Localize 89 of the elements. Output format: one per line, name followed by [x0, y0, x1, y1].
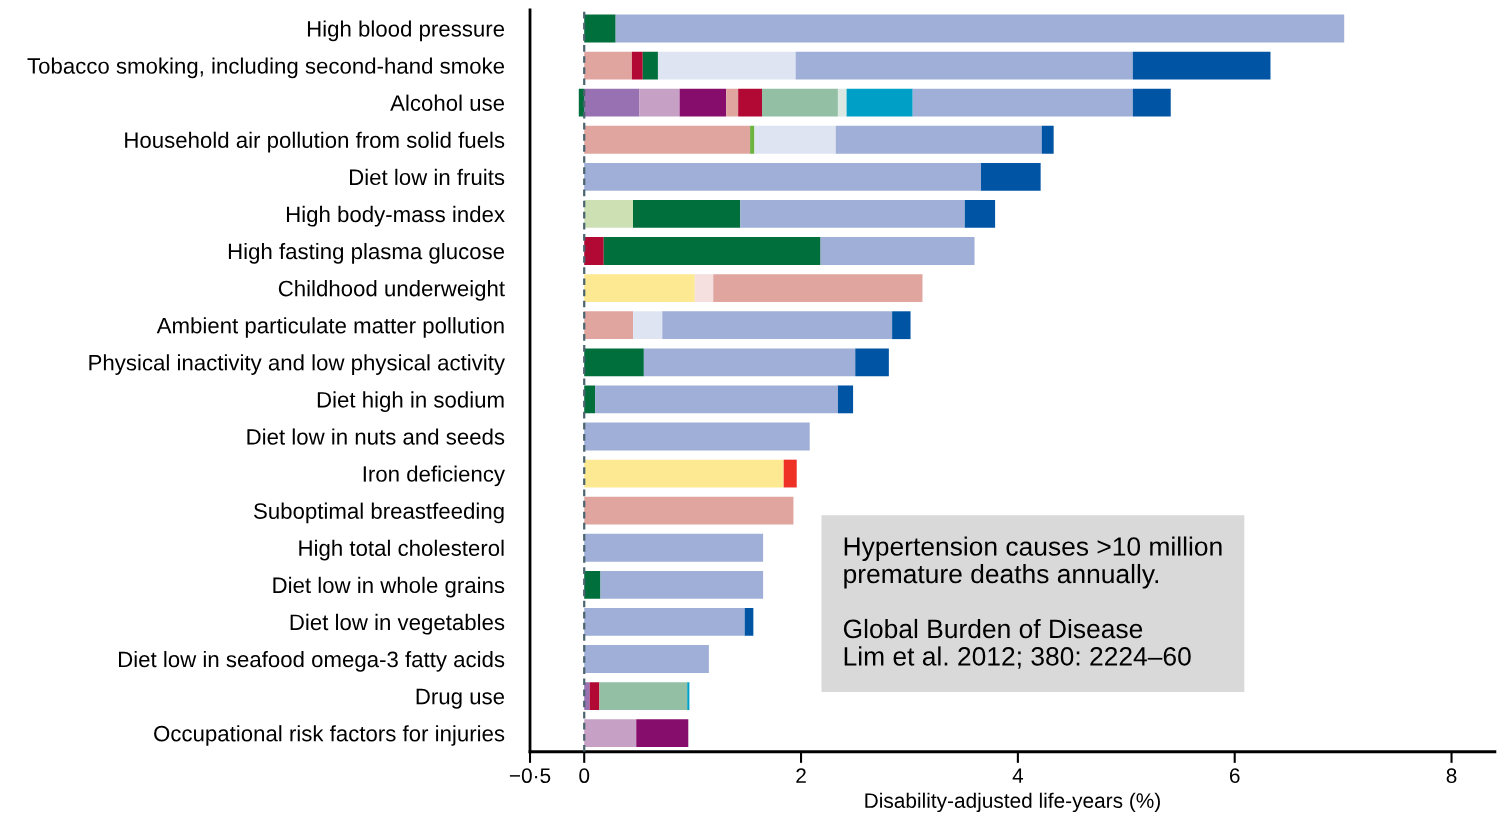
y-tick-label: Iron deficiency	[363, 465, 505, 487]
bar	[687, 682, 690, 711]
bar	[892, 311, 911, 340]
bar	[694, 274, 714, 303]
bar	[599, 682, 688, 711]
y-tick-label: High blood pressure	[307, 20, 505, 42]
y-tick-label: Diet low in nuts and seeds	[247, 428, 505, 445]
y-tick-label: High body-mass index	[286, 205, 505, 227]
bar	[584, 682, 590, 711]
y-tick-label: Tobacco smoking, including second-hand smoke	[27, 57, 505, 79]
bar	[584, 645, 709, 673]
bar	[584, 14, 616, 43]
x-tick-label: 4	[1012, 768, 1024, 783]
bar	[837, 88, 847, 117]
bar	[740, 200, 965, 228]
bar	[835, 125, 1042, 154]
bar	[584, 348, 644, 377]
bar	[639, 88, 680, 117]
bar	[820, 237, 975, 265]
bar	[615, 14, 1345, 43]
bar	[795, 51, 1133, 80]
y-tick-label: High total cholesterol	[299, 539, 504, 561]
bar	[584, 200, 633, 228]
bar	[584, 719, 637, 748]
bar	[584, 570, 601, 599]
x-tick-label: 2	[796, 768, 806, 783]
bar	[584, 459, 784, 488]
y-tick-label: Diet low in vegetables	[290, 613, 505, 635]
bar	[726, 88, 739, 117]
bar	[584, 88, 640, 117]
bar	[837, 385, 854, 414]
bar	[643, 348, 856, 377]
bar	[584, 162, 982, 191]
y-tick-label: Diet low in seafood omega-3 fatty acids	[119, 650, 505, 672]
y-tick-label: Ambient particulate matter pollution	[156, 317, 504, 338]
y-tick-label: Drug use	[416, 688, 505, 709]
y-tick-label: Occupational risk factors for injuries	[154, 725, 505, 746]
bar	[584, 608, 745, 636]
bar	[855, 348, 889, 377]
x-tick-label: −0·5	[509, 768, 551, 784]
bar	[1132, 88, 1171, 117]
x-tick-label: 6	[1229, 768, 1240, 784]
bar	[589, 682, 600, 711]
bar	[657, 51, 796, 80]
bar	[584, 422, 810, 451]
bar	[584, 533, 764, 562]
y-tick-label: High fasting plasma glucose	[228, 242, 505, 264]
y-tick-label: Household air pollution from solid fuels	[125, 131, 505, 153]
bar	[584, 51, 632, 80]
bar	[595, 385, 838, 414]
bar	[584, 385, 596, 414]
x-tick-label: 8	[1446, 768, 1457, 784]
bar	[981, 162, 1041, 191]
bar	[584, 274, 695, 303]
bar	[744, 608, 754, 636]
y-tick-label: Childhood underweight	[278, 280, 505, 301]
bar	[584, 311, 633, 340]
bar	[633, 200, 741, 228]
bar	[750, 125, 755, 154]
y-tick-label: Suboptimal breastfeeding	[254, 502, 504, 524]
bar	[584, 125, 751, 154]
bar	[713, 274, 923, 303]
bar	[738, 88, 763, 117]
bar	[679, 88, 727, 117]
bar	[754, 125, 836, 154]
bar	[584, 237, 604, 265]
y-tick-label: Alcohol use	[390, 94, 505, 111]
annotation: Hypertension causes >10 million premature deaths annually. Global Burden of Disease Lim et al. 2012; 380: 2224–60	[843, 536, 1222, 669]
bar	[1041, 125, 1054, 154]
y-tick-label: Diet high in sodium	[317, 391, 504, 413]
bar	[964, 200, 996, 228]
bar	[584, 496, 794, 525]
x-axis-title: Disability-adjusted life-years (%)	[865, 792, 1160, 813]
bar	[631, 51, 643, 80]
y-tick-label: Diet low in fruits	[350, 168, 505, 186]
bar	[603, 237, 821, 265]
bar	[762, 88, 838, 117]
bar	[783, 459, 797, 488]
y-tick-label: Physical inactivity and low physical activity	[89, 354, 505, 375]
bar	[642, 51, 658, 80]
bar	[662, 311, 893, 340]
bar	[600, 570, 764, 599]
bar	[636, 719, 689, 748]
bar	[846, 88, 913, 117]
x-tick-label: 0	[579, 768, 590, 784]
bar	[912, 88, 1133, 117]
bar	[1132, 51, 1271, 80]
bar	[633, 311, 663, 340]
y-tick-label: Diet low in whole grains	[273, 576, 505, 598]
